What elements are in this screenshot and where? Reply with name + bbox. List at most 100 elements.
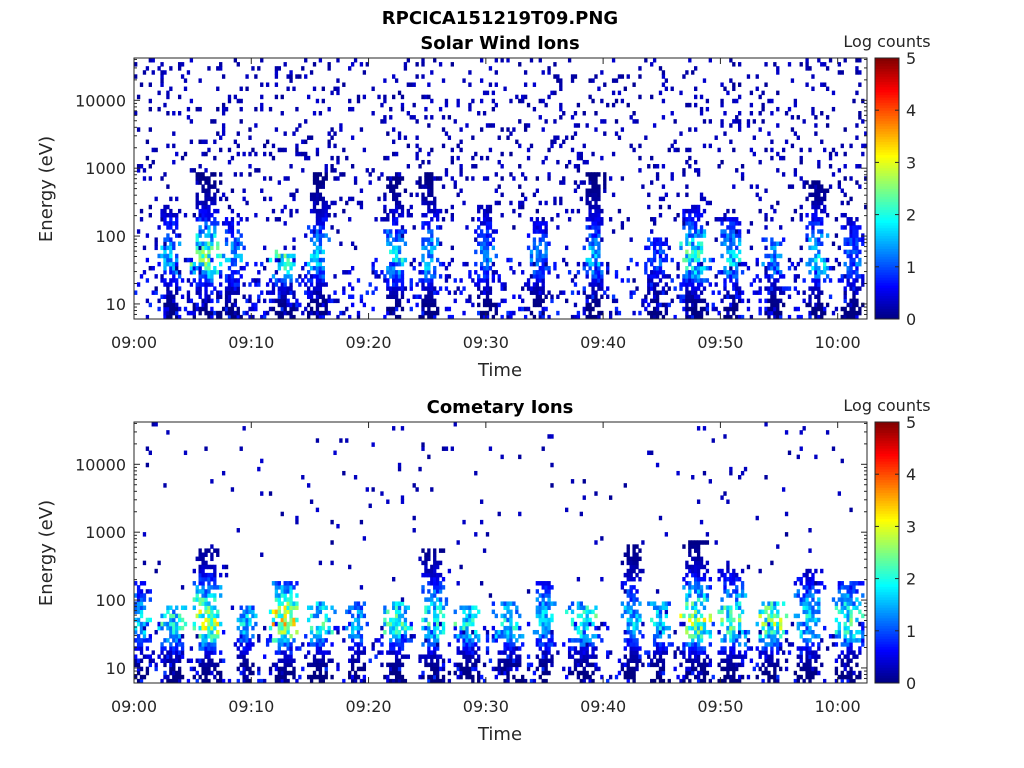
heatmap-cell	[195, 196, 199, 202]
heatmap-cell	[427, 605, 431, 610]
heatmap-cell	[248, 294, 252, 300]
heatmap-cell	[359, 625, 364, 631]
heatmap-cell	[227, 221, 232, 226]
heatmap-cell	[394, 674, 399, 680]
heatmap-cell	[541, 605, 545, 610]
heatmap-cell	[154, 196, 158, 202]
heatmap-cell	[576, 261, 581, 267]
heatmap-cell	[509, 642, 513, 647]
heatmap-cell	[817, 306, 821, 312]
heatmap-cell	[430, 572, 434, 578]
heatmap-cell	[585, 294, 589, 300]
heatmap-cell	[450, 159, 454, 165]
heatmap-cell	[327, 212, 331, 218]
heatmap-cell	[573, 274, 578, 279]
heatmap-cell	[799, 217, 803, 222]
heatmap-cell	[424, 609, 428, 615]
heatmap-cell	[764, 306, 768, 312]
heatmap-cell	[201, 245, 205, 251]
heatmap-cell	[430, 188, 434, 193]
heatmap-cell	[233, 270, 238, 275]
heatmap-cell	[397, 286, 402, 291]
heatmap-cell	[491, 638, 496, 643]
heatmap-cell	[696, 253, 701, 259]
heatmap-cell	[509, 666, 513, 672]
heatmap-cell	[166, 212, 170, 218]
heatmap-cell	[691, 282, 695, 287]
heatmap-cell	[541, 127, 545, 132]
heatmap-cell	[770, 286, 774, 291]
heatmap-cell	[175, 642, 179, 647]
heatmap-cell	[394, 634, 399, 639]
heatmap-cell	[811, 233, 815, 238]
heatmap-cell	[538, 581, 542, 586]
heatmap-cell	[723, 270, 727, 275]
heatmap-cell	[271, 208, 276, 214]
heatmap-cell	[494, 638, 498, 643]
heatmap-cell	[597, 184, 601, 189]
heatmap-cell	[661, 286, 666, 291]
heatmap-cell	[553, 139, 557, 145]
colorbar-swatch	[875, 316, 899, 320]
heatmap-cell	[526, 306, 531, 312]
heatmap-cell	[793, 131, 798, 136]
heatmap-cell	[207, 576, 211, 582]
heatmap-cell	[770, 290, 774, 295]
heatmap-cell	[274, 74, 279, 79]
heatmap-cell	[204, 212, 208, 218]
heatmap-cell	[392, 621, 396, 627]
heatmap-cell	[219, 62, 223, 67]
heatmap-cell	[705, 306, 710, 312]
heatmap-cell	[474, 470, 478, 476]
heatmap-cell	[547, 638, 551, 643]
heatmap-cell	[814, 180, 818, 185]
heatmap-cell	[726, 270, 730, 275]
heatmap-cell	[418, 556, 422, 562]
heatmap-cell	[148, 662, 152, 668]
heatmap-cell	[248, 298, 252, 304]
heatmap-cell	[790, 143, 795, 149]
colorbar-swatch	[875, 274, 899, 278]
heatmap-cell	[588, 241, 592, 246]
heatmap-cell	[808, 66, 812, 71]
heatmap-cell	[576, 155, 581, 161]
heatmap-cell	[541, 658, 545, 664]
heatmap-cell	[421, 625, 425, 631]
heatmap-cell	[699, 310, 704, 316]
heatmap-cell	[342, 290, 346, 295]
heatmap-cell	[482, 253, 487, 259]
heatmap-cell	[823, 257, 827, 263]
heatmap-cell	[286, 629, 290, 635]
heatmap-cell	[529, 274, 534, 279]
heatmap-cell	[685, 314, 689, 320]
heatmap-cell	[465, 670, 469, 676]
heatmap-cell	[175, 678, 179, 684]
heatmap-cell	[394, 249, 399, 255]
heatmap-cell	[415, 74, 419, 79]
heatmap-cell	[210, 593, 214, 598]
heatmap-cell	[485, 532, 490, 537]
heatmap-cell	[474, 613, 478, 619]
heatmap-cell	[699, 270, 704, 275]
heatmap-cell	[717, 290, 721, 295]
heatmap-cell	[430, 253, 434, 259]
heatmap-cell	[626, 74, 630, 79]
heatmap-cell	[720, 221, 724, 226]
heatmap-cell	[289, 290, 293, 295]
heatmap-cell	[688, 282, 692, 287]
heatmap-cell	[518, 119, 522, 124]
heatmap-cell	[491, 302, 496, 308]
heatmap-cell	[735, 119, 739, 124]
heatmap-cell	[280, 666, 284, 672]
heatmap-cell	[606, 265, 610, 271]
heatmap-cell	[682, 278, 686, 283]
heatmap-cell	[485, 217, 490, 222]
heatmap-cell	[292, 245, 296, 251]
heatmap-cell	[353, 658, 358, 664]
heatmap-cell	[201, 151, 205, 157]
heatmap-cell	[699, 278, 704, 283]
heatmap-cell	[418, 164, 422, 169]
heatmap-cell	[321, 298, 325, 304]
heatmap-cell	[497, 200, 501, 206]
heatmap-cell	[849, 310, 853, 316]
